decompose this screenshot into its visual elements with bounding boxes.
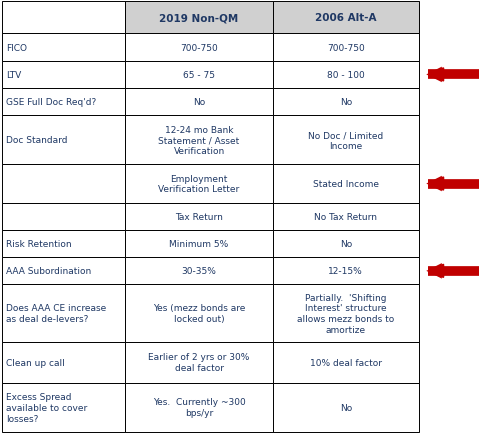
Text: 80 - 100: 80 - 100 [327, 71, 364, 80]
Text: No: No [340, 403, 352, 412]
Bar [125, 116, 273, 165]
Bar [125, 2, 273, 34]
Bar [273, 34, 419, 62]
Bar [2, 116, 125, 165]
Bar [2, 383, 125, 432]
Text: No: No [340, 240, 352, 249]
Text: No Tax Return: No Tax Return [314, 212, 378, 221]
Text: Yes (mezz bonds are
locked out): Yes (mezz bonds are locked out) [153, 303, 245, 323]
Bar [273, 203, 419, 230]
Text: No: No [193, 98, 205, 107]
Text: Stated Income: Stated Income [313, 180, 379, 189]
Bar [273, 342, 419, 383]
Text: 65 - 75: 65 - 75 [183, 71, 215, 80]
Text: 12-15%: 12-15% [329, 267, 363, 276]
Bar [2, 34, 125, 62]
Text: No: No [340, 98, 352, 107]
Bar [125, 342, 273, 383]
Bar [273, 2, 419, 34]
Text: Tax Return: Tax Return [175, 212, 223, 221]
Text: Does AAA CE increase
as deal de-levers?: Does AAA CE increase as deal de-levers? [6, 303, 106, 323]
Text: AAA Subordination: AAA Subordination [6, 267, 91, 276]
Bar [273, 89, 419, 116]
Bar [2, 285, 125, 342]
Bar [125, 383, 273, 432]
Text: 10% deal factor: 10% deal factor [310, 358, 382, 367]
Bar [2, 258, 125, 285]
Text: 2006 Alt-A: 2006 Alt-A [315, 13, 377, 23]
Bar [125, 62, 273, 89]
Bar [2, 89, 125, 116]
Bar [273, 383, 419, 432]
Text: Yes.  Currently ~300
bps/yr: Yes. Currently ~300 bps/yr [153, 398, 245, 417]
Bar [125, 203, 273, 230]
Bar [125, 34, 273, 62]
Text: No Doc / Limited
Income: No Doc / Limited Income [308, 131, 383, 151]
Bar [273, 165, 419, 203]
Bar [125, 285, 273, 342]
Text: Employment
Verification Letter: Employment Verification Letter [158, 174, 240, 194]
Bar [2, 62, 125, 89]
Bar [2, 342, 125, 383]
Text: Clean up call: Clean up call [6, 358, 65, 367]
Text: 2019 Non-QM: 2019 Non-QM [159, 13, 239, 23]
Bar [273, 285, 419, 342]
Text: Partially.  'Shifting
Interest' structure
allows mezz bonds to
amortize: Partially. 'Shifting Interest' structure… [297, 293, 394, 334]
Text: GSE Full Doc Req'd?: GSE Full Doc Req'd? [6, 98, 96, 107]
Text: LTV: LTV [6, 71, 22, 80]
Bar [2, 230, 125, 258]
Text: Earlier of 2 yrs or 30%
deal factor: Earlier of 2 yrs or 30% deal factor [149, 352, 250, 372]
Bar [2, 203, 125, 230]
Text: 12-24 mo Bank
Statement / Asset
Verification: 12-24 mo Bank Statement / Asset Verifica… [158, 125, 240, 156]
Text: 700-750: 700-750 [180, 43, 218, 53]
Text: FICO: FICO [6, 43, 27, 53]
Text: Excess Spread
available to cover
losses?: Excess Spread available to cover losses? [6, 392, 88, 423]
Bar [125, 258, 273, 285]
Bar [273, 258, 419, 285]
Bar [273, 230, 419, 258]
Text: Risk Retention: Risk Retention [6, 240, 72, 249]
Text: 700-750: 700-750 [327, 43, 364, 53]
Bar [125, 89, 273, 116]
Bar [125, 165, 273, 203]
Text: 30-35%: 30-35% [182, 267, 216, 276]
Bar [273, 62, 419, 89]
Bar [125, 230, 273, 258]
Text: Doc Standard: Doc Standard [6, 136, 68, 145]
Text: Minimum 5%: Minimum 5% [169, 240, 229, 249]
Bar [2, 2, 125, 34]
Bar [2, 165, 125, 203]
Bar [273, 116, 419, 165]
